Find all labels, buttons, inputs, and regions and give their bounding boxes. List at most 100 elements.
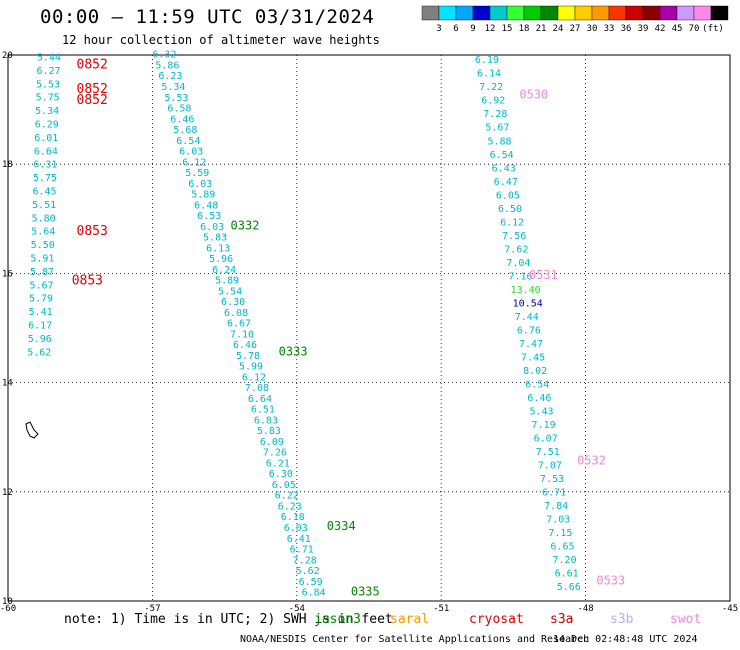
swh-value: 7.26 — [263, 448, 287, 459]
swh-value: 5.53 — [164, 93, 188, 104]
swh-value: 6.07 — [534, 433, 558, 444]
swh-value: 6.92 — [481, 96, 505, 107]
colorbar-label: 42 — [655, 24, 666, 34]
swh-value: 6.24 — [212, 265, 236, 276]
swh-value: 5.54 — [218, 286, 242, 297]
swh-value: 6.27 — [36, 66, 60, 77]
swh-value: 6.67 — [227, 319, 251, 330]
swh-value: 6.84 — [302, 588, 326, 599]
swh-value: 6.61 — [555, 569, 579, 580]
swh-value: 7.15 — [548, 528, 572, 539]
swh-value: 6.50 — [498, 204, 522, 215]
swh-value: 5.34 — [161, 82, 185, 93]
swh-value: 6.13 — [206, 243, 230, 254]
swh-value: 6.65 — [550, 542, 574, 553]
colorbar-label: 15 — [502, 24, 513, 34]
swh-value: 6.64 — [248, 394, 272, 405]
swh-value: 5.51 — [32, 200, 56, 211]
pass-time-label: 0852 — [77, 93, 108, 108]
lon-tick-label: -45 — [722, 604, 738, 614]
swh-value: 7.03 — [546, 515, 570, 526]
swh-value: 7.20 — [553, 555, 577, 566]
swh-value: 7.07 — [538, 460, 562, 471]
color-scale-bar: 3 6 9 12 15 18 21 24 27 30 33 36 39 42 45 70 (ft) — [421, 5, 729, 34]
swh-value: 5.43 — [529, 406, 553, 417]
swh-value: 5.91 — [30, 253, 54, 264]
swh-value: 6.43 — [492, 163, 516, 174]
swh-value: 5.59 — [185, 168, 209, 179]
swh-value: 5.34 — [35, 106, 59, 117]
lat-tick-label: 14 — [2, 379, 13, 389]
swh-value: 6.30 — [269, 469, 293, 480]
pass-time-label: 0852 — [77, 82, 108, 97]
swh-value: 6.03 — [188, 179, 212, 190]
swh-value: 6.48 — [194, 200, 218, 211]
colorbar-label: 39 — [638, 24, 649, 34]
swh-value: 7.28 — [293, 555, 317, 566]
swh-value: 5.66 — [557, 582, 581, 593]
lat-tick-label: 10 — [2, 597, 13, 607]
swh-value: 6.54 — [490, 150, 514, 161]
swh-value: 7.28 — [483, 109, 507, 120]
colorbar-label: 21 — [536, 24, 547, 34]
swh-value: 7.56 — [502, 231, 526, 242]
colorbar-label: 27 — [570, 24, 581, 34]
swh-value: 6.12 — [242, 372, 266, 383]
swh-value: 7.16 — [508, 271, 532, 282]
swh-value: 6.83 — [254, 415, 278, 426]
swh-value: 7.22 — [479, 82, 503, 93]
swh-value: 6.32 — [152, 50, 176, 61]
swh-value: 6.17 — [28, 320, 52, 331]
pass-time-label: 0333 — [279, 344, 308, 358]
swh-value: 6.71 — [290, 545, 314, 556]
swh-value: 5.87 — [30, 267, 54, 278]
swh-value: 13.40 — [511, 285, 541, 296]
swh-value: 5.83 — [203, 233, 227, 244]
swh-value: 5.75 — [33, 173, 57, 184]
credit-text: NOAA/NESDIS Center for Satellite Applica… — [240, 634, 590, 645]
colorbar-label: 70 — [689, 24, 700, 34]
page-title: 00:00 – 11:59 UTC 03/31/2024 — [40, 6, 375, 28]
swh-value: 7.62 — [504, 244, 528, 255]
swh-value: 6.05 — [496, 190, 520, 201]
swh-value: 6.31 — [33, 160, 57, 171]
swh-value: 6.76 — [517, 325, 541, 336]
swh-value: 5.75 — [36, 93, 60, 104]
swh-value: 6.54 — [525, 379, 549, 390]
swh-value: 6.71 — [542, 488, 566, 499]
swh-value: 6.03 — [200, 222, 224, 233]
colorbar-label: 9 — [470, 24, 475, 34]
swh-value: 6.08 — [224, 308, 248, 319]
page-subtitle: 12 hour collection of altimeter wave hei… — [62, 33, 380, 47]
colorbar-unit: (ft) — [702, 24, 724, 34]
swh-value: 6.23 — [278, 501, 302, 512]
legend-saral: saral — [390, 612, 430, 627]
colorbar-label: 6 — [453, 24, 458, 34]
map-frame — [7, 54, 731, 602]
lat-tick-label: 20 — [2, 51, 13, 61]
pass-time-label: 0853 — [72, 273, 103, 288]
swh-value: 5.50 — [31, 240, 55, 251]
swh-value: 8.02 — [523, 366, 547, 377]
swh-value: 5.67 — [485, 123, 509, 134]
swh-value: 10.54 — [513, 298, 543, 309]
generated-timestamp: 14 Dec 02:48:48 UTC 2024 — [553, 634, 698, 645]
swh-value: 6.05 — [272, 480, 296, 491]
lon-tick-label: -57 — [144, 604, 160, 614]
legend-swot: swot — [670, 612, 702, 627]
swh-value: 6.03 — [284, 523, 308, 534]
swh-value: 5.88 — [487, 136, 511, 147]
lon-tick-label: -51 — [433, 604, 449, 614]
swh-value: 7.04 — [506, 258, 530, 269]
colorbar-label: 30 — [587, 24, 598, 34]
swh-value: 6.46 — [170, 114, 194, 125]
colorbar-swatch — [710, 5, 729, 21]
swh-value: 5.53 — [36, 79, 60, 90]
swh-value: 7.44 — [515, 312, 539, 323]
pass-time-label: 0332 — [231, 219, 260, 233]
pass-time-label: 0532 — [577, 454, 606, 468]
swh-value: 6.30 — [221, 297, 245, 308]
swh-value: 7.84 — [544, 501, 568, 512]
swh-value: 6.64 — [34, 146, 58, 157]
swh-value: 5.83 — [257, 426, 281, 437]
